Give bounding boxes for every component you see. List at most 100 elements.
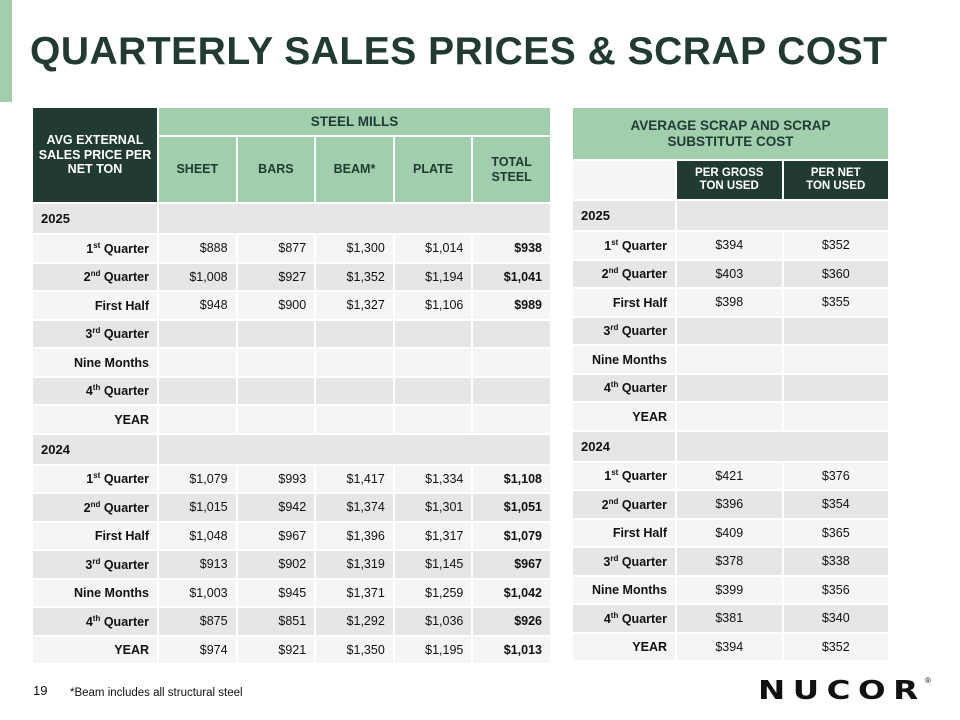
year-spacer — [159, 204, 550, 233]
year-row: 2025 — [33, 204, 550, 233]
value-cell: $365 — [783, 519, 888, 546]
value-cell: $1,300 — [316, 235, 393, 262]
row-label: Nine Months — [573, 346, 675, 373]
value-cell — [316, 406, 393, 433]
value-cell: $851 — [237, 608, 315, 635]
value-cell: $376 — [783, 462, 888, 489]
value-cell — [473, 320, 550, 347]
row-label: 1st Quarter — [573, 232, 675, 259]
year-row: 2024 — [33, 434, 550, 464]
value-cell: $1,195 — [394, 636, 472, 663]
value-cell: $1,048 — [159, 522, 236, 549]
row-label-suffix: Quarter — [618, 554, 667, 569]
value-cell — [237, 406, 315, 433]
row-label-suffix: Quarter — [618, 611, 667, 626]
page-title: QUARTERLY SALES PRICES & SCRAP COST — [30, 30, 888, 73]
table-row: Nine Months $399 $356 — [573, 576, 888, 603]
year-spacer — [677, 431, 888, 461]
row-label-suffix: Quarter — [618, 324, 667, 339]
steel-mills-price-table: AVG EXTERNAL SALES PRICE PER NET TON STE… — [31, 106, 552, 665]
value-cell: $1,108 — [473, 465, 550, 492]
value-cell — [237, 377, 315, 404]
row-label-sup: st — [611, 237, 619, 247]
value-cell: $356 — [783, 576, 888, 603]
steel-mills-header: STEEL MILLS — [159, 108, 550, 135]
table-row: 1st Quarter $888 $877 $1,300 $1,014 $938 — [33, 235, 550, 262]
row-label-sup: rd — [92, 326, 101, 336]
table-row: 3rd Quarter — [33, 320, 550, 347]
row-label-suffix: Quarter — [100, 614, 149, 629]
value-cell: $378 — [677, 548, 782, 575]
table-row: First Half $1,048 $967 $1,396 $1,317 $1,079 — [33, 522, 550, 549]
value-cell: $360 — [783, 260, 888, 287]
value-cell — [159, 320, 236, 347]
value-cell: $1,036 — [394, 608, 472, 635]
table-row: YEAR $974 $921 $1,350 $1,195 $1,013 — [33, 636, 550, 663]
row-label-main: First Half — [612, 526, 667, 541]
value-cell: $875 — [159, 608, 236, 635]
row-label: Nine Months — [33, 579, 157, 606]
value-cell — [394, 349, 472, 376]
year-spacer — [159, 434, 550, 464]
row-label: 4th Quarter — [573, 374, 675, 401]
row-label-main: 3 — [85, 327, 93, 342]
table-row: YEAR — [33, 406, 550, 433]
value-cell: $381 — [677, 605, 782, 632]
row-label: First Half — [573, 289, 675, 316]
table-row: 3rd Quarter $913 $902 $1,319 $1,145 $967 — [33, 551, 550, 578]
year-label: 2025 — [573, 201, 675, 230]
registered-mark: ® — [925, 676, 931, 685]
row-label-sup: th — [610, 380, 619, 390]
value-cell: $1,013 — [473, 636, 550, 663]
year-row: 2025 — [573, 201, 888, 230]
value-cell: $1,327 — [316, 292, 393, 319]
row-label-main: First Half — [612, 295, 667, 310]
value-cell: $1,334 — [394, 465, 472, 492]
value-cell — [783, 317, 888, 344]
row-label-suffix: Quarter — [100, 270, 149, 285]
value-cell: $1,374 — [316, 494, 393, 521]
row-label-main: YEAR — [632, 640, 667, 655]
value-cell: $1,259 — [394, 579, 472, 606]
value-cell: $1,003 — [159, 579, 236, 606]
row-label-sup: nd — [608, 496, 619, 506]
column-header: TOTAL STEEL — [473, 137, 550, 202]
row-label-main: Nine Months — [74, 355, 149, 370]
value-cell: $1,371 — [316, 579, 393, 606]
row-label-sup: st — [611, 468, 619, 478]
row-label-main: 2 — [83, 270, 91, 285]
row-label-sup: th — [610, 610, 619, 620]
footnote: *Beam includes all structural steel — [70, 687, 243, 699]
row-label-main: YEAR — [114, 412, 149, 427]
value-cell: $913 — [159, 551, 236, 578]
row-label-suffix: Quarter — [618, 238, 667, 253]
table-row: 1st Quarter $1,079 $993 $1,417 $1,334 $1,108 — [33, 465, 550, 492]
value-cell — [237, 349, 315, 376]
row-label-suffix: Quarter — [100, 241, 149, 256]
accent-bar — [0, 0, 12, 102]
column-header: PER NET TON USED — [783, 161, 888, 199]
row-label-suffix: Quarter — [618, 469, 667, 484]
row-label: 1st Quarter — [33, 465, 157, 492]
row-label-suffix: Quarter — [100, 557, 149, 572]
value-cell: $396 — [677, 491, 782, 518]
row-label-sup: nd — [608, 266, 619, 276]
row-label: YEAR — [33, 636, 157, 663]
value-cell: $1,014 — [394, 235, 472, 262]
value-cell: $942 — [237, 494, 315, 521]
value-cell — [394, 406, 472, 433]
table-row: 2nd Quarter $396 $354 — [573, 491, 888, 518]
value-cell: $352 — [783, 232, 888, 259]
nucor-logo: NUCOR — [758, 676, 926, 706]
row-label-main: Nine Months — [592, 583, 667, 598]
table-row: 4th Quarter $875 $851 $1,292 $1,036 $926 — [33, 608, 550, 635]
table-row: 2nd Quarter $1,008 $927 $1,352 $1,194 $1,041 — [33, 263, 550, 290]
row-label: YEAR — [573, 633, 675, 660]
value-cell — [783, 374, 888, 401]
year-label: 2024 — [573, 431, 675, 461]
column-header: PER GROSS TON USED — [677, 161, 782, 199]
row-label-main: 4 — [85, 614, 93, 629]
row-label-sup: th — [92, 383, 101, 393]
row-label: YEAR — [33, 406, 157, 433]
column-header: PLATE — [394, 137, 472, 202]
